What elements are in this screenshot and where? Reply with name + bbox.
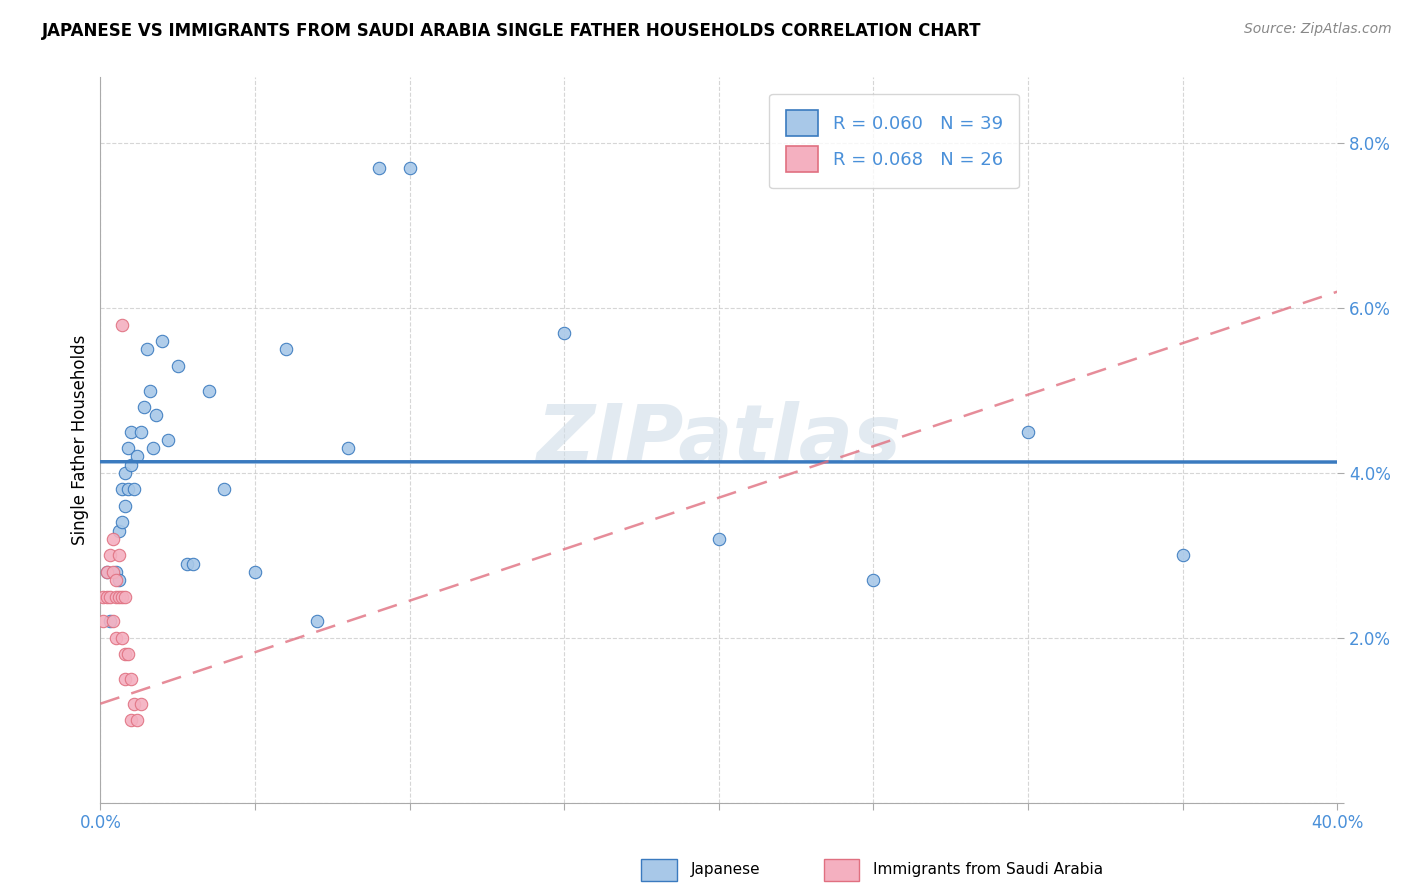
Point [104,590,127,604]
Point [111,318,134,332]
Point [101,615,124,629]
Point [124,483,146,497]
Point [120,672,142,686]
Point [96,590,118,604]
Point [111,483,134,497]
Point [111,631,134,645]
Point [114,672,136,686]
Point [101,532,124,546]
Legend: R = 0.060   N = 39, R = 0.068   N = 26: R = 0.060 N = 39, R = 0.068 N = 26 [769,94,1019,188]
Text: JAPANESE VS IMMIGRANTS FROM SAUDI ARABIA SINGLE FATHER HOUSEHOLDS CORRELATION CH: JAPANESE VS IMMIGRANTS FROM SAUDI ARABIA… [42,22,981,40]
Point [117,647,139,661]
Point [150,334,173,348]
Point [98,615,121,629]
Point [197,384,219,398]
Point [181,557,204,571]
Point [139,384,162,398]
Point [93,615,115,629]
Point [176,557,198,571]
Point [108,573,131,587]
Point [305,615,328,629]
Point [132,400,155,414]
Text: ZIPatlas: ZIPatlas [536,401,901,479]
Point [108,524,131,538]
Point [108,590,131,604]
Point [114,499,136,513]
Point [243,565,266,579]
Point [120,458,142,472]
Point [120,425,142,439]
Point [98,549,121,563]
Point [124,697,146,711]
Point [274,343,297,357]
Point [96,565,118,579]
Point [104,573,127,587]
Point [93,590,115,604]
Point [108,549,131,563]
Y-axis label: Single Father Households: Single Father Households [72,334,89,545]
Point [336,442,359,456]
Point [1171,549,1194,563]
Point [212,483,235,497]
Point [114,466,136,480]
Point [398,161,420,175]
Point [111,516,134,530]
Point [96,565,118,579]
Point [862,573,884,587]
Point [127,450,149,464]
Point [145,409,167,423]
Point [367,161,389,175]
Point [707,532,730,546]
Text: Japanese: Japanese [690,863,761,877]
Point [111,590,134,604]
Point [104,631,127,645]
Point [114,647,136,661]
Point [157,433,180,447]
Point [553,326,575,340]
Point [101,565,124,579]
Point [120,713,142,727]
Point [98,590,121,604]
Text: Immigrants from Saudi Arabia: Immigrants from Saudi Arabia [873,863,1104,877]
Text: Source: ZipAtlas.com: Source: ZipAtlas.com [1244,22,1392,37]
Point [135,343,157,357]
Point [117,483,139,497]
Point [114,590,136,604]
Point [129,425,152,439]
Point [142,442,165,456]
Point [129,697,152,711]
Point [117,442,139,456]
Point [166,359,188,373]
Point [1017,425,1039,439]
Point [127,713,149,727]
Point [104,565,127,579]
